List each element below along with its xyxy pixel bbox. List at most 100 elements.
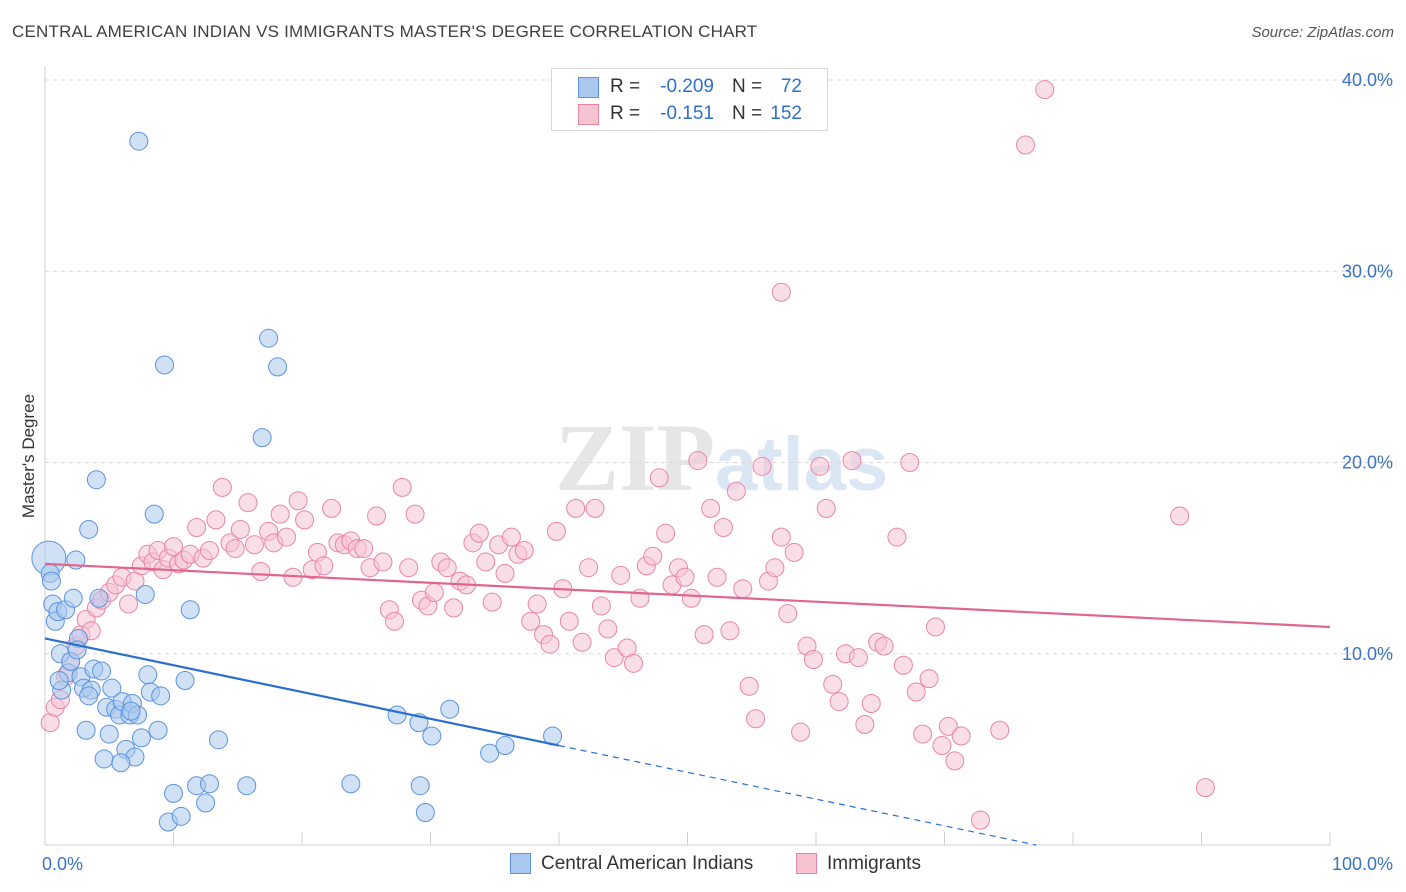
immigrants-point: [521, 611, 541, 631]
immigrants-point: [591, 596, 611, 616]
immigrants-swatch: [796, 853, 817, 874]
immigrants-point: [164, 537, 183, 557]
legend-row-central-american-indians: R = -0.209 N = 72: [552, 73, 827, 99]
immigrants-point: [778, 604, 798, 624]
central-american-indians-point: [155, 355, 175, 375]
central-american-indians-trend-extension: [558, 744, 1037, 846]
central-american-indians-point: [208, 730, 228, 750]
immigrants-point: [527, 594, 547, 614]
central-american-indians-point: [138, 665, 158, 685]
immigrants-point: [437, 558, 457, 578]
central-american-indians-point: [252, 428, 272, 448]
immigrants-point: [1195, 778, 1215, 798]
immigrants-point: [906, 682, 926, 702]
central-american-indians-point: [79, 686, 99, 706]
immigrants-point: [501, 527, 521, 547]
immigrants-point: [848, 648, 868, 668]
y-axis-label: Master's Degree: [19, 394, 38, 518]
immigrants-point: [900, 453, 920, 472]
immigrants-point: [823, 674, 843, 694]
immigrants-point: [913, 724, 933, 744]
immigrants-point: [572, 632, 592, 652]
immigrants-point: [354, 539, 374, 559]
immigrants-point: [244, 535, 264, 555]
immigrants-point: [951, 726, 971, 746]
immigrants-point: [765, 558, 785, 578]
immigrants-point: [970, 810, 990, 830]
immigrants-point: [733, 579, 753, 599]
immigrants-point: [212, 477, 232, 497]
r-label: R =: [610, 76, 641, 97]
immigrants-point: [238, 493, 258, 513]
immigrants-point: [559, 611, 579, 631]
central-american-indians-point: [268, 357, 288, 377]
immigrants-point: [694, 625, 714, 645]
immigrants-point: [540, 634, 560, 654]
central-american-indians-point: [86, 470, 106, 490]
immigrants-point: [385, 611, 405, 631]
immigrants-point: [624, 653, 644, 673]
central-american-indians-point: [237, 776, 257, 796]
central-american-indians-point: [94, 749, 114, 769]
central-american-indians-point: [196, 793, 216, 813]
immigrants-point: [322, 498, 342, 518]
immigrants-point: [251, 562, 271, 582]
immigrants-point: [444, 598, 464, 618]
central-american-indians-point: [102, 678, 122, 698]
correlation-legend: R = -0.209 N = 72 R = -0.151 N = 152: [551, 68, 828, 131]
y-tick-label: 10.0%: [1342, 644, 1393, 664]
immigrants-point: [932, 736, 952, 756]
immigrants-point: [842, 451, 862, 471]
immigrants-point: [926, 617, 946, 637]
immigrants-point: [206, 510, 226, 530]
immigrants-point: [675, 567, 695, 587]
n-value: 72: [780, 76, 802, 97]
immigrants-point: [919, 669, 939, 689]
zipatlas-watermark: ZIP atlas: [555, 404, 888, 511]
immigrants-point: [649, 468, 669, 488]
central-american-indians-point: [422, 726, 442, 746]
immigrants-point: [656, 523, 676, 543]
immigrants-point: [270, 504, 290, 524]
central-american-indians-point: [180, 600, 200, 620]
central-american-indians-point: [92, 661, 112, 681]
immigrants-point: [604, 648, 624, 668]
tick-labels: 10.0% 20.0% 30.0% 40.0% 0.0% 100.0%: [42, 70, 1393, 874]
immigrants-point: [791, 722, 811, 742]
immigrants-point: [199, 540, 219, 560]
immigrants-point: [187, 518, 207, 538]
immigrants-point: [495, 563, 515, 583]
immigrants-label: Immigrants: [827, 853, 921, 874]
immigrants-point: [1170, 506, 1190, 526]
central-american-indians-point: [49, 671, 69, 691]
immigrants-point: [938, 716, 958, 736]
immigrants-point: [945, 751, 965, 771]
immigrants-point: [746, 709, 766, 729]
central-american-indians-point: [135, 584, 155, 604]
central-american-indians-point: [480, 743, 500, 763]
r-label: R =: [610, 103, 641, 124]
central-american-indians-point: [76, 720, 96, 740]
x-tick-label-max: 100.0%: [1332, 854, 1393, 874]
immigrants-point: [810, 456, 830, 476]
y-tick-label: 30.0%: [1342, 261, 1393, 281]
central-american-indians-point: [415, 802, 435, 822]
immigrants-point: [579, 558, 599, 578]
immigrants-point: [566, 498, 586, 518]
immigrants-point: [405, 504, 425, 524]
central-american-indians-swatch: [510, 853, 531, 874]
immigrants-point: [373, 552, 393, 572]
immigrants-point: [277, 527, 297, 547]
central-american-indians-point: [63, 588, 83, 608]
immigrants-point: [392, 477, 412, 497]
immigrants-point: [688, 451, 708, 471]
r-value: -0.209: [660, 76, 714, 97]
source-credit: Source: ZipAtlas.com: [1251, 24, 1394, 41]
r-value: -0.151: [660, 103, 714, 124]
immigrants-point: [230, 519, 250, 539]
immigrants-point: [611, 565, 631, 585]
central-american-indians-point: [199, 774, 219, 794]
immigrants-point: [482, 592, 502, 612]
immigrants-point: [855, 715, 875, 735]
immigrants-point: [887, 527, 907, 547]
